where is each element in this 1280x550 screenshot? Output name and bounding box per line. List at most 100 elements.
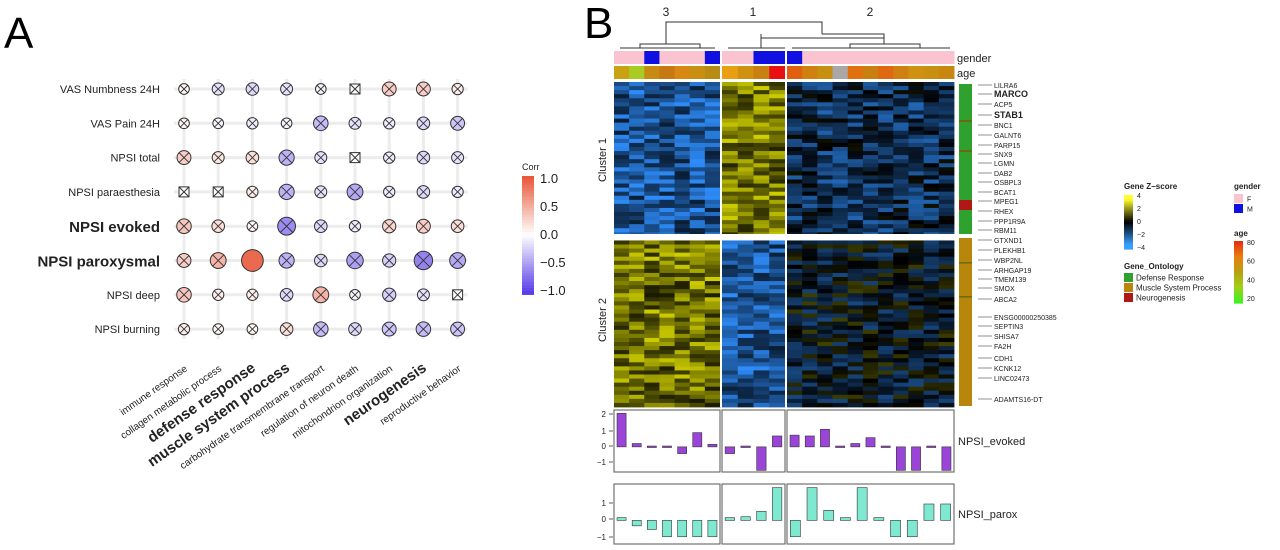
heatmap-cell: [923, 240, 940, 245]
heatmap-cell: [862, 203, 879, 209]
heatmap-cell: [847, 317, 864, 323]
heatmap-cell: [923, 212, 940, 217]
heatmap-cell: [737, 260, 754, 266]
heatmap-cell: [908, 305, 925, 310]
heatmap-cell: [769, 191, 786, 197]
heatmap-cell: [769, 195, 786, 201]
legend-gradient-step: [522, 252, 534, 257]
heatmap-cell: [893, 248, 909, 254]
heatmap-cell: [802, 305, 818, 310]
legend-tick-label: 0.5: [540, 199, 558, 214]
heatmap-cell: [753, 386, 770, 392]
heatmap-cell: [878, 203, 894, 209]
heatmap-cell: [878, 248, 894, 254]
heatmap-cell: [644, 362, 660, 367]
heatmap-cell: [817, 244, 833, 249]
heatmap-cell: [923, 342, 940, 347]
heatmap-cell: [704, 402, 721, 408]
heatmap-cell: [769, 183, 786, 189]
heatmap-cell: [704, 179, 721, 184]
heatmap-cell: [817, 285, 833, 290]
heatmap-cell: [787, 321, 803, 327]
heatmap-cell: [737, 305, 754, 310]
heatmap-cell: [614, 264, 630, 270]
heatmap-cell: [923, 138, 940, 144]
heatmap-cell: [923, 305, 940, 310]
heatmap-cell: [832, 402, 849, 408]
heatmap-cell: [802, 350, 818, 355]
heatmap-cell: [878, 321, 894, 327]
heatmap-cell: [938, 350, 955, 355]
heatmap-cell: [659, 264, 675, 270]
heatmap-cell: [629, 167, 645, 172]
heatmap-cell: [938, 402, 955, 408]
heatmap-cell: [847, 179, 864, 184]
cross-mark: [315, 323, 327, 335]
heatmap-cell: [938, 220, 955, 225]
heatmap-cell: [689, 118, 706, 124]
heatmap-cell: [817, 110, 833, 115]
heatmap-cell: [862, 228, 879, 233]
heatmap-cell: [938, 94, 955, 99]
heatmap-cell: [817, 346, 833, 351]
row-label: NPSI burning: [95, 324, 160, 336]
heatmap-cell: [847, 102, 864, 107]
heatmap-cell: [847, 309, 864, 314]
heatmap-cell: [832, 187, 849, 193]
age-gradient-step: [1234, 282, 1243, 285]
heatmap-cell: [878, 260, 894, 266]
heatmap-cell: [674, 289, 691, 294]
zscore-gradient-step: [1124, 219, 1133, 223]
heatmap-cell: [787, 163, 803, 168]
heatmap-cell: [787, 82, 803, 87]
heatmap-cell: [832, 163, 849, 168]
heatmap-cell: [629, 358, 645, 363]
row-label: NPSI evoked: [69, 219, 160, 236]
heatmap-cell: [923, 252, 940, 258]
heatmap-cell: [659, 203, 675, 209]
heatmap-cell: [644, 398, 660, 404]
heatmap-cell: [659, 228, 675, 233]
heatmap-cell: [737, 350, 754, 355]
heatmap-cell: [769, 394, 786, 400]
cross-mark: [315, 118, 327, 129]
heatmap-cell: [644, 110, 660, 115]
heatmap-cell: [878, 366, 894, 371]
heatmap-cell: [893, 317, 909, 323]
heatmap-cell: [769, 142, 786, 148]
heatmap-cell: [817, 354, 833, 359]
heatmap-cell: [908, 199, 925, 205]
heatmap-cell: [689, 289, 706, 294]
heatmap-cell: [923, 317, 940, 323]
heatmap-cell: [674, 171, 691, 176]
heatmap-cell: [737, 301, 754, 306]
heatmap-cell: [659, 126, 675, 132]
heatmap-cell: [878, 224, 894, 229]
heatmap-cell: [674, 374, 691, 379]
heatmap-cell: [832, 354, 849, 359]
heatmap-cell: [659, 244, 675, 249]
cross-mark: [280, 219, 293, 233]
heatmap-cell: [832, 195, 849, 201]
heatmap-cell: [722, 106, 739, 111]
legend-gradient-step: [522, 208, 534, 213]
gene-label: RBM11: [994, 228, 1017, 235]
panel-label-a: A: [4, 9, 34, 58]
heatmap-cell: [689, 337, 706, 343]
heatmap-cell: [689, 147, 706, 152]
heatmap-cell: [878, 179, 894, 184]
heatmap-cell: [674, 155, 691, 160]
heatmap-cell: [689, 110, 706, 115]
heatmap-cell: [787, 309, 803, 314]
heatmap-cell: [878, 106, 894, 111]
heatmap-cell: [878, 191, 894, 197]
heatmap-cell: [753, 264, 770, 270]
heatmap-cell: [704, 309, 721, 314]
heatmap-cell: [817, 155, 833, 160]
heatmap-cell: [817, 333, 833, 339]
heatmap-cell: [753, 159, 770, 164]
ontology-legend-label: Defense Response: [1136, 274, 1205, 283]
heatmap-cell: [787, 220, 803, 225]
zscore-tick-label: 0: [1137, 219, 1141, 226]
heatmap-cell: [704, 212, 721, 217]
